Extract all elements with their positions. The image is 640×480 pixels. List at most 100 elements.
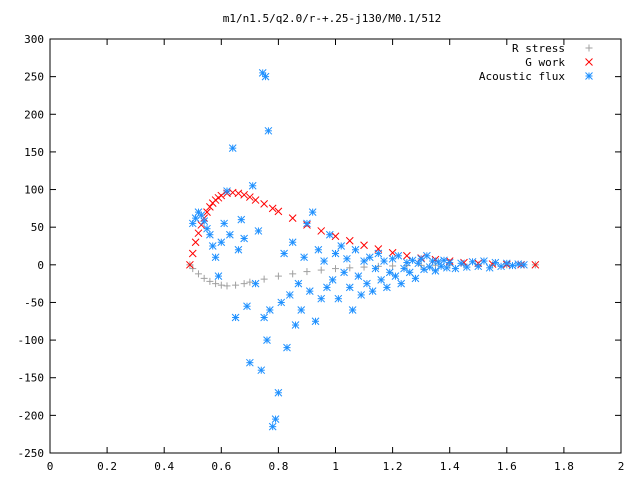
data-point: [331, 232, 340, 241]
data-point: [320, 257, 328, 265]
data-point: [203, 224, 211, 233]
data-point: [257, 366, 266, 375]
data-point: [234, 189, 243, 198]
data-point: [254, 227, 263, 235]
data-point: [289, 270, 297, 278]
data-point: [345, 283, 354, 292]
data-point: [274, 388, 283, 397]
data-point: [351, 245, 360, 254]
data-point: [189, 265, 197, 273]
legend: R stress G work Acoustic flux: [479, 42, 593, 83]
data-point: [217, 238, 226, 247]
x-tick-label: 1.2: [383, 460, 403, 473]
data-point: [325, 230, 334, 239]
data-point: [206, 230, 214, 239]
y-tick-label: -200: [18, 409, 45, 422]
data-point: [251, 279, 260, 288]
data-point: [431, 266, 440, 275]
data-point: [240, 280, 248, 288]
series-g-work: [186, 188, 540, 269]
data-point: [248, 181, 257, 190]
data-point: [237, 215, 246, 224]
plot-frame: [49, 38, 622, 454]
data-point: [360, 257, 368, 265]
data-point: [383, 283, 391, 292]
data-point: [334, 294, 343, 303]
data-point: [285, 291, 294, 299]
data-point: [531, 260, 540, 269]
data-point: [300, 253, 308, 262]
data-point: [411, 274, 420, 283]
y-tick-label: 300: [24, 33, 44, 46]
data-point: [368, 287, 377, 296]
data-point: [445, 258, 454, 267]
data-point: [311, 317, 320, 326]
data-point: [389, 262, 397, 270]
data-point: [261, 72, 270, 81]
data-point: [288, 214, 297, 223]
data-point: [228, 144, 237, 152]
y-tick-label: -250: [18, 447, 45, 460]
data-point: [260, 313, 268, 322]
data-point: [188, 249, 197, 258]
data-point: [246, 278, 254, 286]
data-point: [305, 287, 314, 296]
data-point: [197, 211, 206, 219]
data-point: [468, 257, 477, 266]
data-point: [377, 276, 386, 284]
data-point: [258, 69, 267, 77]
data-point: [217, 191, 226, 200]
data-point: [437, 262, 445, 271]
data-point: [206, 277, 214, 285]
data-point: [397, 279, 406, 288]
data-point: [240, 234, 248, 243]
data-point: [231, 313, 240, 322]
x-tick-label: 1.4: [440, 460, 460, 473]
x-tick-label: 0: [47, 460, 54, 473]
data-point: [245, 193, 254, 201]
data-point: [214, 272, 223, 280]
legend-markers: [585, 44, 593, 80]
data-point: [243, 302, 251, 311]
data-point: [234, 245, 243, 254]
data-point: [323, 283, 331, 292]
data-point: [340, 268, 348, 277]
x-tick-label: 0.2: [97, 460, 117, 473]
data-point: [274, 272, 282, 280]
data-point: [200, 217, 209, 226]
data-point: [317, 294, 326, 303]
data-point: [277, 298, 286, 307]
data-point: [203, 208, 211, 216]
data-series: [186, 69, 540, 431]
legend-marker-r-stress: [585, 44, 593, 52]
data-point: [265, 306, 274, 314]
data-point: [388, 248, 397, 257]
y-tick-label: 0: [37, 259, 44, 272]
data-point: [371, 264, 380, 273]
data-point: [251, 196, 260, 204]
data-point: [520, 260, 528, 269]
data-point: [264, 126, 273, 135]
data-point: [194, 229, 203, 238]
legend-label-g-work: G work: [525, 56, 565, 69]
chart-title: m1/n1.5/q2.0/r-+.25-j130/M0.1/512: [223, 12, 442, 25]
data-point: [197, 221, 206, 229]
data-point: [291, 321, 300, 329]
series-r-stress: [186, 261, 539, 290]
y-tick-label: 50: [31, 221, 44, 234]
data-point: [294, 279, 303, 288]
legend-marker-acoustic-flux: [585, 72, 593, 80]
data-point: [457, 259, 465, 268]
data-point: [451, 264, 460, 273]
data-point: [208, 242, 217, 250]
data-point: [491, 258, 500, 267]
data-point: [414, 259, 423, 268]
data-point: [343, 254, 351, 263]
data-point: [317, 266, 325, 274]
data-point: [442, 263, 451, 272]
y-tick-label: -100: [18, 334, 45, 347]
data-point: [191, 238, 200, 247]
y-axis: -250 -200 -150 -100 -50 0 50 100 150 200 250 300: [18, 33, 621, 460]
